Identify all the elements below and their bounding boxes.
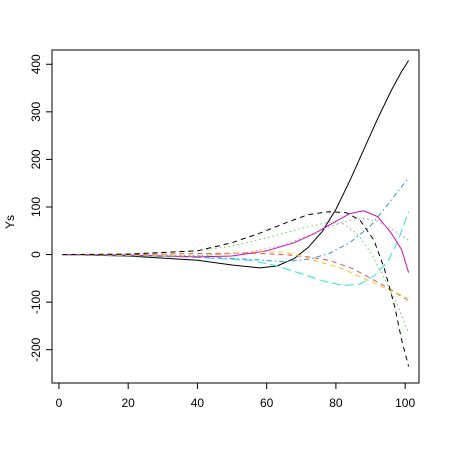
x-tick-label: 80 xyxy=(329,396,343,410)
y-tick-label: 400 xyxy=(29,54,43,74)
x-axis: 0 20 40 60 80 100 xyxy=(56,383,415,410)
series-line-3 xyxy=(62,221,410,334)
y-tick-label: 0 xyxy=(29,251,43,258)
series-line-9 xyxy=(62,211,410,367)
x-tick-label: 40 xyxy=(191,396,205,410)
series-line-6 xyxy=(62,210,410,273)
y-tick-label: 200 xyxy=(29,149,43,169)
x-tick-label: 60 xyxy=(260,396,274,410)
series-line-5 xyxy=(62,211,410,287)
y-tick-label: 300 xyxy=(29,102,43,122)
y-axis: -200 -100 0 100 200 300 400 xyxy=(29,54,52,362)
x-tick-label: 0 xyxy=(56,396,63,410)
x-tick-label: 100 xyxy=(395,396,415,410)
series-line-7 xyxy=(62,251,409,299)
y-tick-label: -100 xyxy=(29,290,43,314)
plot-frame xyxy=(51,49,420,384)
x-tick-label: 20 xyxy=(121,396,135,410)
y-axis-title: Ys xyxy=(3,215,17,229)
series-line-1 xyxy=(62,60,410,269)
series-line-2 xyxy=(62,252,409,302)
y-tick-label: -200 xyxy=(29,337,43,361)
series-layer xyxy=(62,60,410,367)
y-tick-label: 100 xyxy=(29,197,43,217)
series-line-4 xyxy=(62,177,409,263)
